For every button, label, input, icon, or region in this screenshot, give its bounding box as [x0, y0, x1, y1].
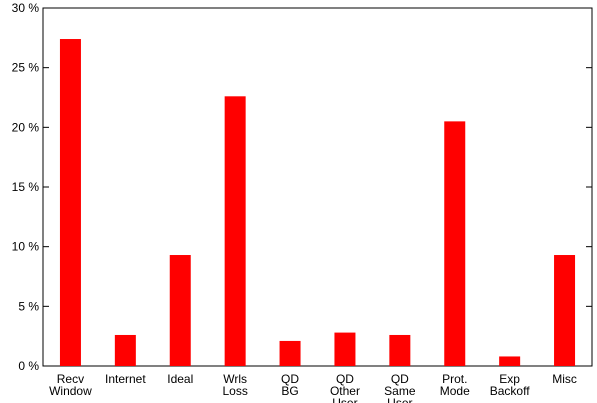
y-tick-label: 25 % [12, 61, 40, 75]
y-tick-label: 30 % [12, 1, 40, 15]
x-tick-label: Internet [105, 372, 146, 386]
x-tick-label-line: Loss [222, 384, 247, 398]
x-tick-label-line: Ideal [167, 372, 193, 386]
x-tick-label: QD BG [281, 372, 299, 398]
x-tick-label-line: Same [384, 384, 416, 398]
y-tick-label: 0 % [18, 359, 39, 373]
bar [499, 356, 521, 366]
x-tick-label: Recv Window [49, 372, 92, 398]
x-tick-label-line: Backoff [490, 384, 530, 398]
x-tick-label-line: Exp [499, 372, 520, 386]
x-tick-label: Ideal [167, 372, 193, 386]
bar [59, 39, 81, 366]
bar [389, 334, 411, 366]
bar [279, 340, 301, 366]
x-tick-label: QD Other User [330, 372, 360, 403]
bar [554, 255, 576, 366]
x-tick-label-line: QD [391, 372, 409, 386]
x-tick-label-line: Internet [105, 372, 146, 386]
x-tick-label-line: Mode [440, 384, 470, 398]
x-tick-label: Exp Backoff [490, 372, 530, 398]
x-tick-label: Prot. Mode [440, 372, 470, 398]
y-tick-label: 15 % [12, 180, 40, 194]
y-tick-label: 10 % [12, 240, 40, 254]
y-tick-label: 5 % [18, 299, 39, 313]
bar [224, 96, 246, 366]
bar [169, 255, 191, 366]
x-tick-label-line: Other [330, 384, 360, 398]
bar-series [59, 39, 576, 366]
x-tick-label-line: QD [336, 372, 354, 386]
x-tick-label-line: Misc [552, 372, 577, 386]
y-axis: 0 % 5 % 10 % 15 % 20 % 25 % 30 % [12, 1, 592, 373]
x-tick-label-line: QD [281, 372, 299, 386]
plot-frame [42, 7, 593, 367]
x-tick-label-line: Recv [57, 372, 84, 386]
bar [334, 332, 356, 366]
x-tick-label: Wrls Loss [222, 372, 247, 398]
x-tick-label: QD Same User [384, 372, 416, 403]
x-tick-label-line: Window [49, 384, 92, 398]
x-tick-label: Misc [552, 372, 577, 386]
x-tick-label-line: User [332, 396, 357, 403]
x-tick-label-line: BG [281, 384, 298, 398]
bar [114, 334, 136, 366]
bar [444, 121, 466, 366]
x-tick-label-line: User [387, 396, 412, 403]
y-tick-label: 20 % [12, 120, 40, 134]
x-tick-label-line: Wrls [223, 372, 247, 386]
x-tick-label-line: Prot. [442, 372, 467, 386]
